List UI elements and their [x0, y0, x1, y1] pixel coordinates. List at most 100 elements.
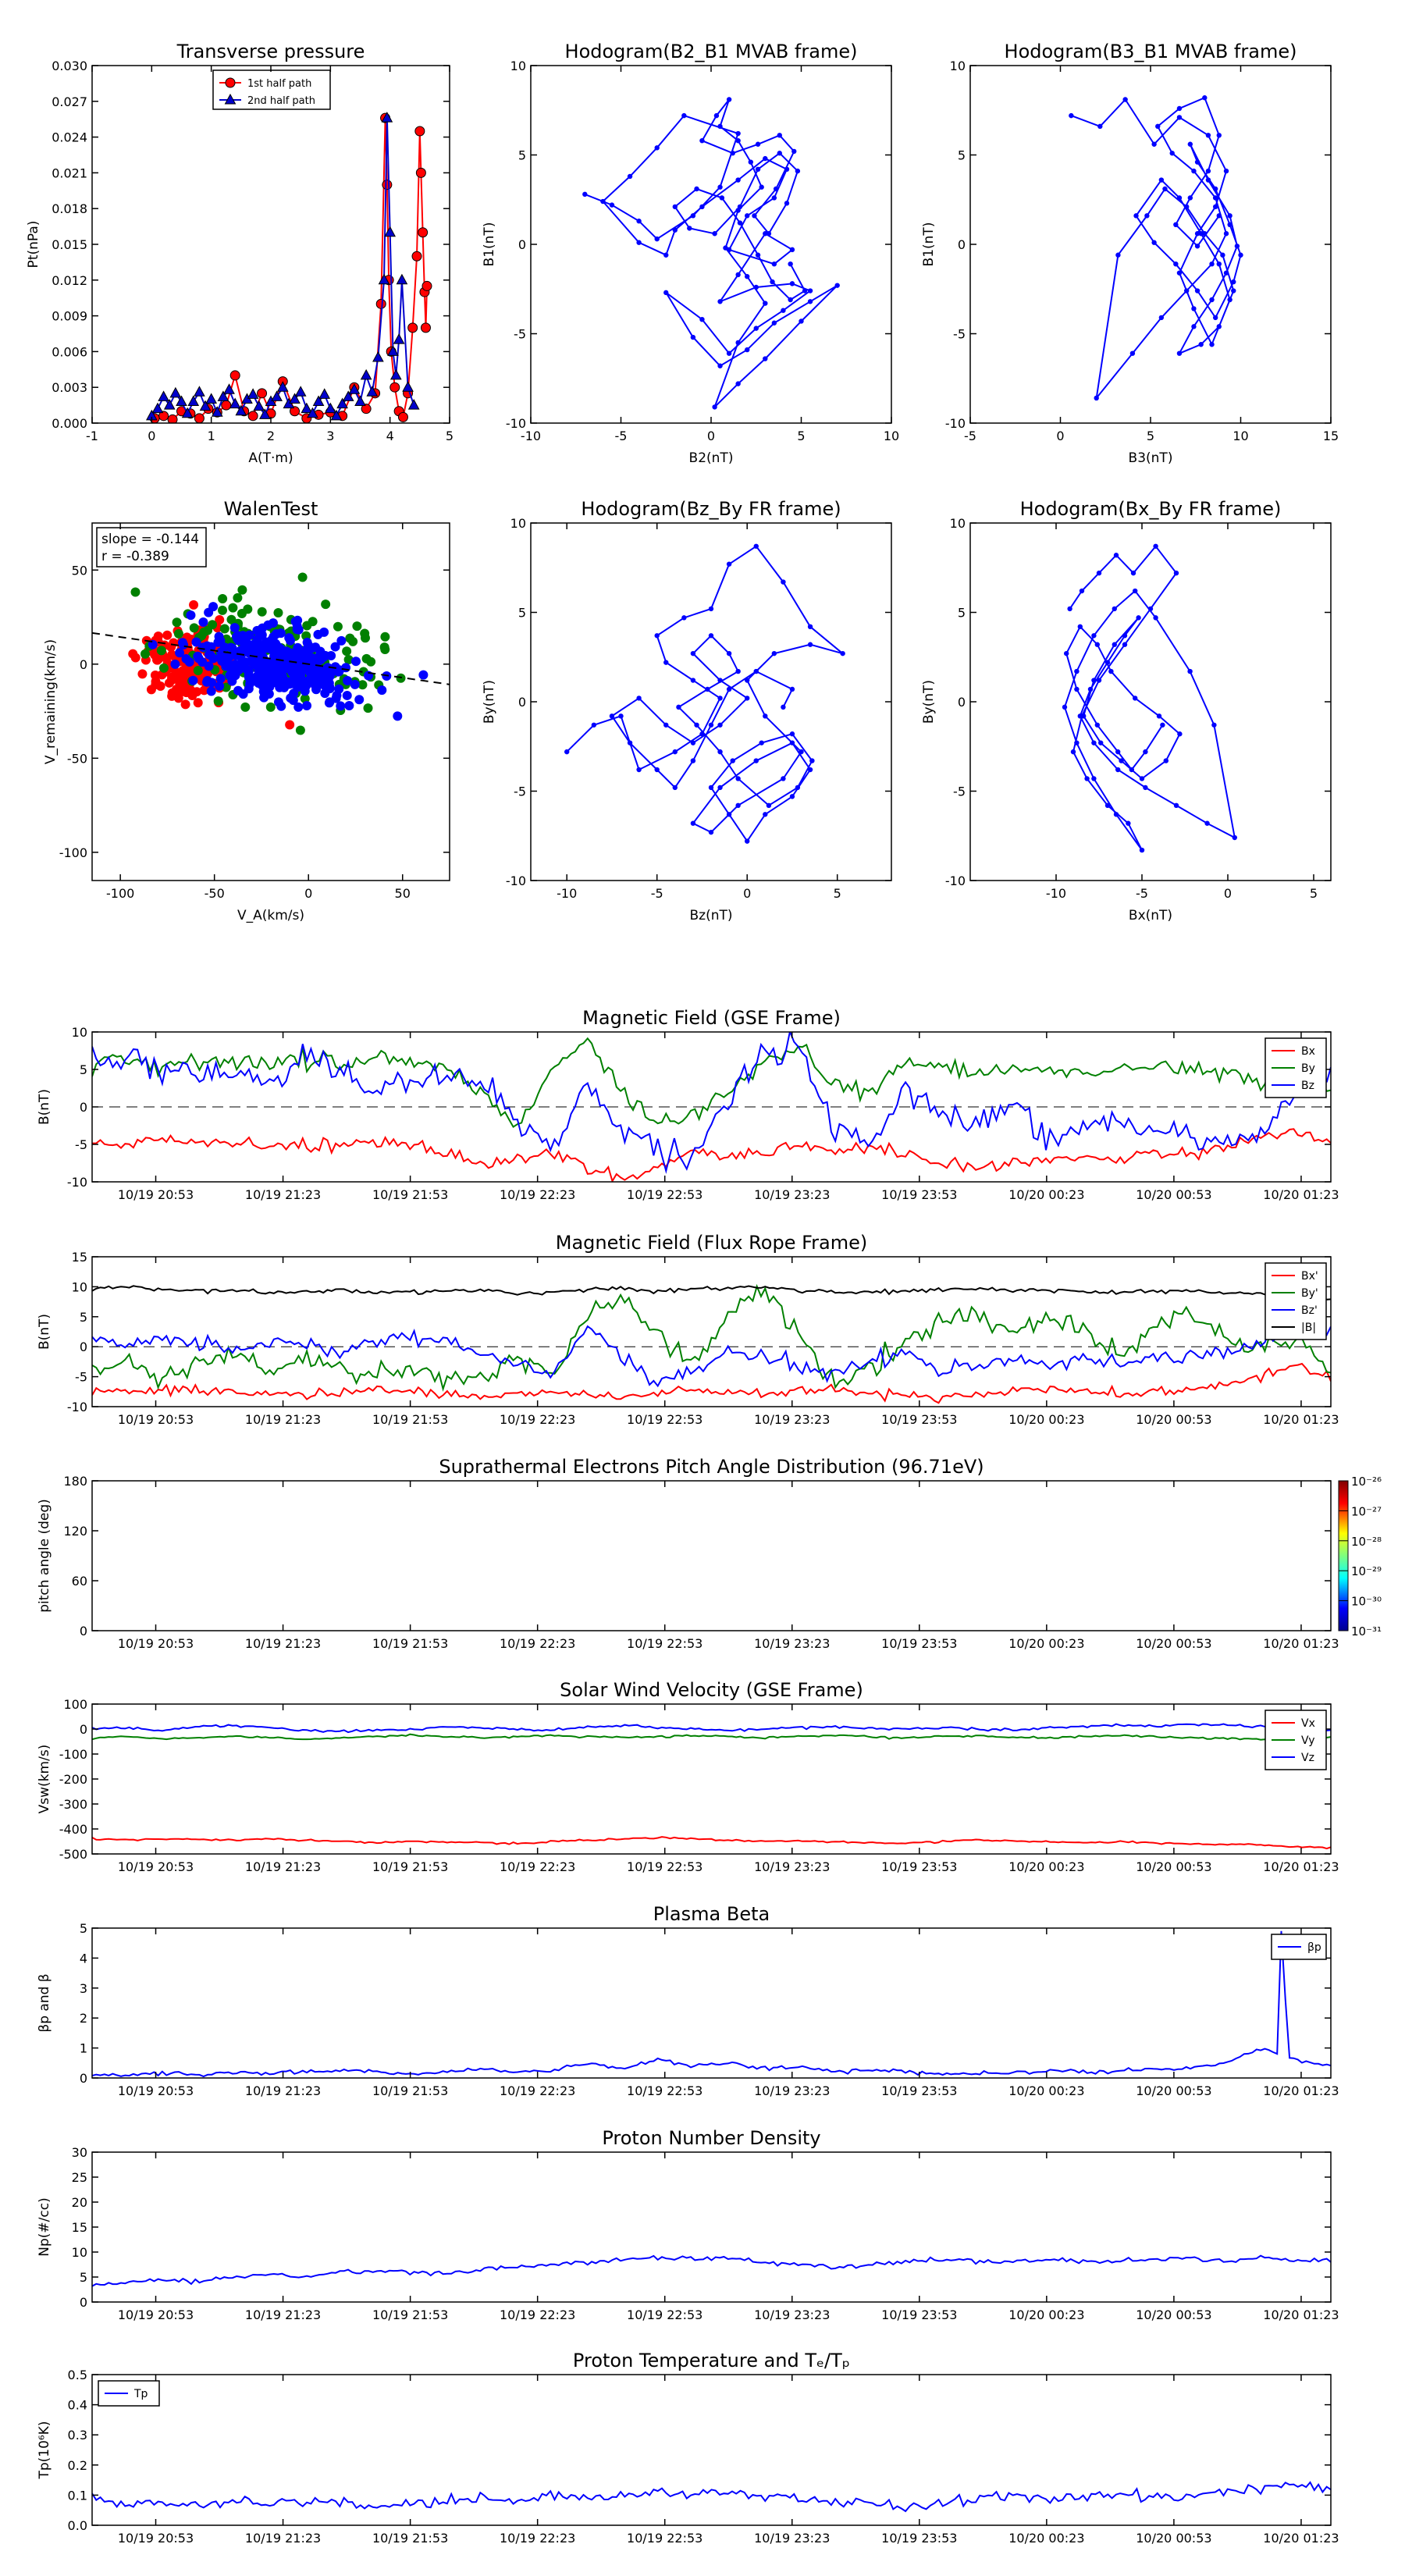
data-point — [1194, 244, 1200, 249]
x-tick-label: 5 — [1147, 429, 1154, 443]
data-point — [1231, 279, 1236, 285]
legend-label: Bz' — [1301, 1304, 1318, 1317]
scatter-point — [321, 600, 331, 610]
scatter-point — [226, 614, 237, 624]
y-tick-label: 30 — [72, 2145, 87, 2160]
data-point — [1074, 686, 1080, 692]
y-tick-label: 15 — [72, 2220, 87, 2235]
scatter-point — [314, 666, 324, 676]
scatter-point — [315, 654, 325, 664]
panel-title: Suprathermal Electrons Pitch Angle Distr… — [439, 1456, 984, 1478]
data-point — [771, 195, 777, 201]
data-point — [763, 356, 768, 361]
y-tick-label: -10 — [67, 1175, 87, 1190]
scatter-point — [130, 587, 140, 597]
data-point — [1122, 97, 1128, 102]
data-point — [737, 204, 743, 210]
x-tick-label: 10/19 22:53 — [627, 1412, 702, 1427]
axes-frame — [530, 522, 892, 881]
data-point — [366, 386, 379, 397]
data-point — [415, 167, 426, 178]
data-point — [1220, 252, 1225, 258]
data-point — [1139, 847, 1145, 853]
scatter-point — [325, 671, 335, 681]
data-point — [1087, 686, 1094, 692]
data-point — [795, 785, 801, 791]
legend-label: 1st half path — [247, 78, 311, 90]
data-point — [763, 812, 768, 817]
scatter-point — [345, 633, 355, 643]
x-tick-label: 10/19 21:53 — [372, 2307, 448, 2322]
y-tick-label: -10 — [945, 416, 966, 431]
data-point — [1227, 213, 1232, 219]
axes-frame — [91, 1256, 1332, 1407]
x-tick-label: 4 — [386, 429, 394, 443]
x-tick-label: 10/20 00:23 — [1008, 2083, 1084, 2098]
chart-walen: WalenTest V_A(km/s) V_remaining(km/s) slope… — [43, 498, 450, 923]
chart-title: Hodogram(Bz_By FR frame) — [581, 498, 841, 520]
legend: Tp — [98, 2380, 160, 2407]
y-axis-label: B1(nT) — [921, 222, 937, 267]
data-point — [663, 290, 669, 296]
data-point — [1173, 222, 1179, 228]
scatter-point — [342, 646, 352, 656]
y-tick-label: 0.027 — [52, 94, 87, 109]
y-axis-label: B1(nT) — [482, 222, 497, 267]
data-point — [1151, 240, 1157, 245]
scatter-point — [331, 693, 341, 703]
data-point — [1091, 740, 1097, 745]
scatter-point — [167, 691, 177, 701]
data-point — [247, 411, 258, 422]
data-point — [591, 722, 597, 728]
data-point — [663, 660, 669, 665]
y-tick-label: -10 — [506, 416, 526, 431]
x-tick-label: 10/19 22:53 — [627, 2307, 702, 2322]
data-point — [1097, 123, 1103, 130]
x-tick-label: 0 — [743, 886, 751, 901]
chart-hodo4: Hodogram(Bx_By FR frame) Bx(nT) By(nT) -10 -… — [921, 498, 1332, 923]
axes-frame — [91, 1480, 1332, 1631]
data-point — [809, 758, 815, 763]
x-tick-label: 10/20 00:23 — [1008, 1187, 1084, 1202]
data-point — [795, 168, 801, 174]
data-point — [205, 393, 218, 404]
data-point — [1184, 288, 1190, 294]
data-point — [1151, 141, 1157, 147]
scatter-point — [276, 701, 286, 711]
data-point — [382, 180, 393, 190]
x-tick-label: 10/19 21:53 — [372, 2083, 448, 2098]
chart-hodo3: Hodogram(Bz_By FR frame) Bz(nT) By(nT) -10 -… — [482, 498, 892, 923]
scatter-point — [268, 618, 278, 628]
x-tick-label: 10/19 21:23 — [245, 1187, 321, 1202]
data-point — [1096, 570, 1102, 576]
data-point — [1122, 642, 1128, 647]
data-point — [411, 251, 422, 262]
scatter-point — [363, 703, 373, 713]
y-tick-label: 5 — [80, 1062, 87, 1077]
data-point — [763, 301, 768, 306]
x-tick-label: 10/19 22:23 — [500, 1412, 575, 1427]
data-point — [1158, 177, 1165, 183]
data-point — [1136, 615, 1141, 621]
data-point — [1216, 324, 1222, 329]
colorbar-tick-label: 10⁻²⁷ — [1351, 1504, 1382, 1518]
y-axis-label: By(nT) — [921, 680, 937, 724]
data-point — [1133, 213, 1139, 219]
scatter-point — [215, 681, 225, 691]
scatter-point — [259, 692, 269, 703]
data-point — [636, 696, 642, 701]
data-point — [318, 388, 331, 399]
scatter-point — [354, 695, 365, 705]
scatter-point — [158, 663, 169, 673]
series-line — [92, 1930, 1331, 2078]
scatter-point — [233, 592, 243, 603]
data-point — [361, 404, 372, 415]
data-point — [1091, 633, 1097, 639]
y-tick-label: 0.000 — [52, 416, 87, 431]
data-point — [1191, 306, 1197, 311]
scatter-point — [237, 585, 247, 595]
series-line — [566, 545, 844, 843]
data-point — [1202, 231, 1208, 237]
data-point — [753, 758, 759, 763]
data-point — [375, 298, 386, 309]
